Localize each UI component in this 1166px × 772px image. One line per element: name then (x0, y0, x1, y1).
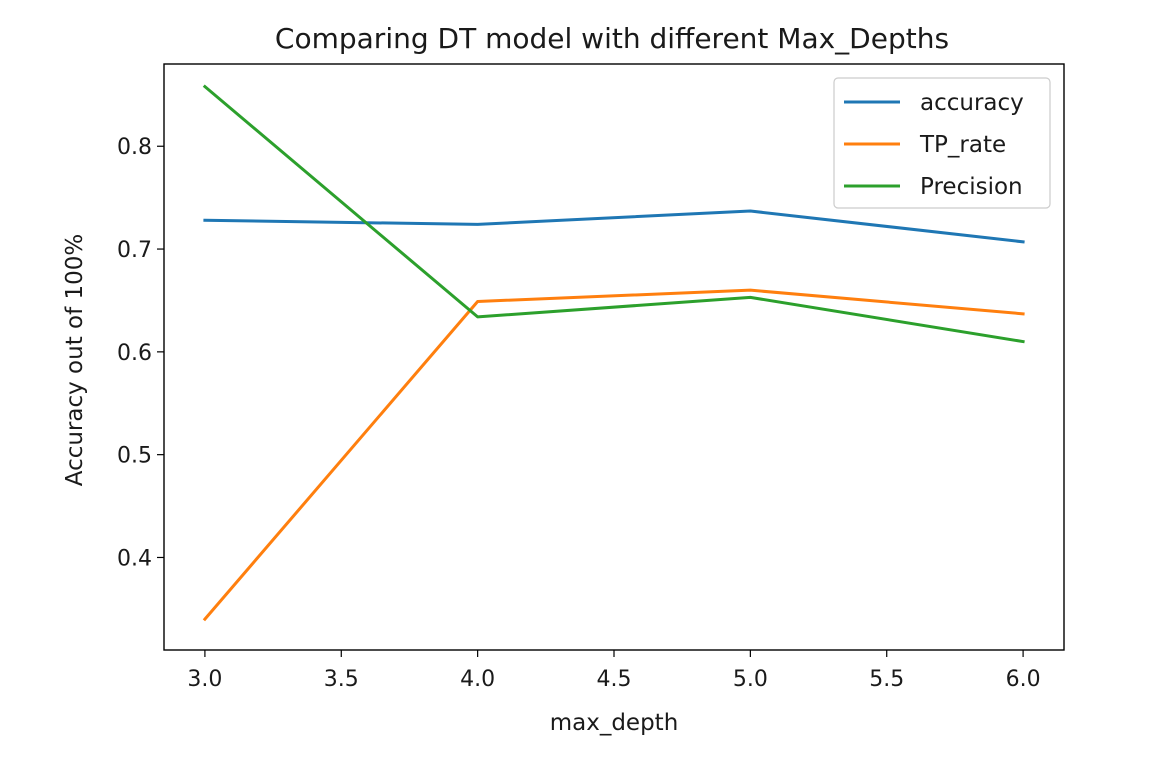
series-line-precision (202, 84, 1025, 344)
x-tick-label: 6.0 (1006, 667, 1041, 692)
legend-box (833, 77, 1051, 209)
y-axis: 0.4 0.5 0.6 0.7 0.8 (117, 135, 164, 571)
series-line-accuracy (203, 209, 1025, 244)
x-tick-label: 3.0 (187, 667, 222, 692)
x-tick-label: 5.5 (869, 667, 904, 692)
series-line-tp-rate (202, 288, 1025, 622)
legend-label: accuracy (920, 90, 1024, 116)
x-axis-label: max_depth (550, 710, 679, 736)
legend: accuracy TP_rate Precision (833, 77, 1051, 209)
y-tick-label: 0.7 (117, 238, 152, 263)
x-axis: 3.0 3.5 4.0 4.5 5.0 5.5 6.0 (187, 650, 1041, 692)
y-axis-label: Accuracy out of 100% (62, 234, 88, 487)
series-layer (202, 84, 1025, 622)
x-tick-label: 5.0 (733, 667, 768, 692)
legend-label: TP_rate (919, 132, 1006, 158)
x-tick-label: 3.5 (324, 667, 359, 692)
y-tick-label: 0.5 (117, 444, 152, 469)
x-tick-label: 4.5 (597, 667, 632, 692)
y-tick-label: 0.8 (117, 135, 152, 160)
x-tick-label: 4.0 (460, 667, 495, 692)
y-tick-label: 0.4 (117, 546, 152, 571)
chart-title: Comparing DT model with different Max_De… (275, 22, 949, 55)
y-tick-label: 0.6 (117, 341, 152, 366)
legend-label: Precision (920, 174, 1023, 200)
